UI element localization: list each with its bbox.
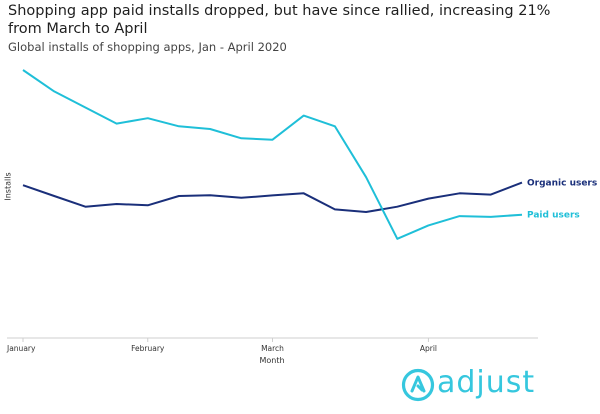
- x-tick-label: February: [131, 344, 165, 353]
- x-tick-label: January: [6, 344, 36, 353]
- adjust-logo-icon: [401, 368, 435, 402]
- x-ticks: January February March April: [6, 338, 437, 353]
- series-line-paid-users: [22, 69, 523, 240]
- chart-subtitle: Global installs of shopping apps, Jan - …: [8, 40, 287, 54]
- series-lines: [22, 69, 523, 240]
- x-tick-label: April: [420, 344, 437, 353]
- series-label: Paid users: [527, 211, 580, 221]
- x-axis-label: Month: [259, 356, 284, 365]
- series-label: Organic users: [527, 179, 597, 189]
- x-tick-label: March: [261, 344, 284, 353]
- series-labels: Organic users Paid users: [527, 179, 597, 221]
- series-line-organic-users: [22, 181, 523, 213]
- adjust-logo-text: adjust: [437, 365, 536, 400]
- chart-title: Shopping app paid installs dropped, but …: [8, 3, 551, 37]
- adjust-logo: adjust: [401, 365, 541, 407]
